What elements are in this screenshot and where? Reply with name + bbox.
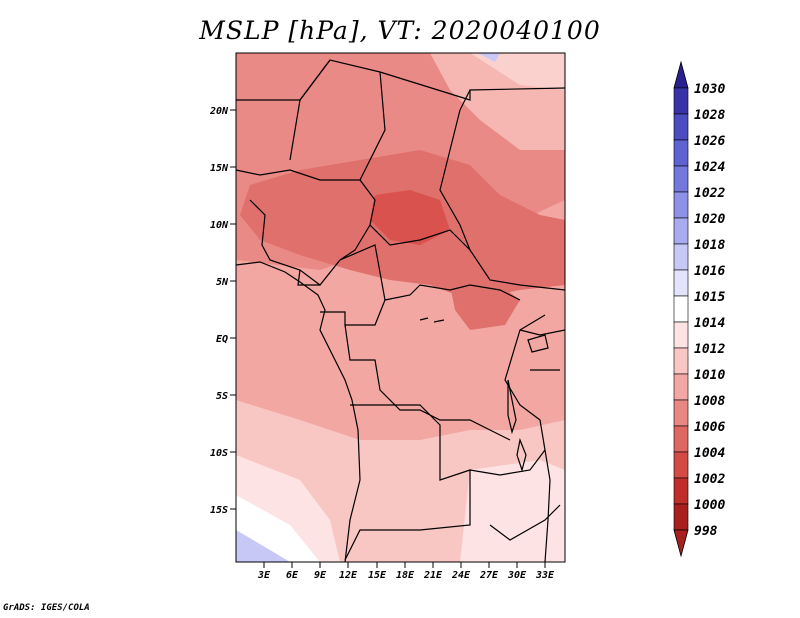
colorbar-top-arrow bbox=[673, 60, 689, 89]
lon-tick-label: 15E bbox=[368, 570, 387, 581]
lake-outlines bbox=[419, 317, 549, 473]
lat-tick-label: EQ bbox=[216, 334, 228, 345]
country-borders bbox=[236, 59, 565, 562]
colorbar-label: 1002 bbox=[694, 472, 725, 487]
colorbar-swatch bbox=[673, 87, 689, 115]
colorbar-label: 998 bbox=[694, 524, 718, 539]
lon-tick-label: 30E bbox=[507, 570, 527, 581]
lon-tick-label: 6E bbox=[286, 570, 299, 581]
colorbar-swatch bbox=[673, 113, 689, 141]
colorbar-label: 1016 bbox=[694, 264, 725, 279]
colorbar-label: 1004 bbox=[694, 446, 725, 461]
pressure-high-southwest bbox=[236, 530, 290, 562]
colorbar-label: 1014 bbox=[694, 316, 725, 331]
colorbar-swatch bbox=[673, 295, 689, 323]
colorbar-label: 1012 bbox=[694, 342, 725, 357]
lon-tick-label: 12E bbox=[339, 570, 358, 581]
pressure-low-east bbox=[450, 285, 520, 330]
lat-tick-label: 15N bbox=[210, 163, 229, 174]
colorbar-swatch bbox=[673, 451, 689, 479]
pressure-high-north bbox=[478, 53, 500, 62]
colorbar-label: 1000 bbox=[694, 498, 725, 513]
lon-tick-label: 3E bbox=[257, 570, 271, 581]
colorbar-label: 1008 bbox=[694, 394, 725, 409]
pressure-field bbox=[236, 53, 565, 562]
colorbar-label: 1006 bbox=[694, 420, 725, 435]
latitude-axis: 20N 15N 10N 5N EQ 5S 10S 15S bbox=[209, 106, 236, 516]
footer-credit: GrADS: IGES/COLA bbox=[3, 603, 90, 613]
map-title: MSLP [hPa], VT: 2020040100 bbox=[199, 16, 601, 45]
colorbar-swatch bbox=[673, 269, 689, 297]
colorbar-swatch bbox=[673, 477, 689, 505]
lon-tick-label: 18E bbox=[396, 570, 415, 581]
colorbar-swatch bbox=[673, 243, 689, 271]
colorbar-label: 1020 bbox=[694, 212, 725, 227]
colorbar: 1030 1028 1026 1024 1022 1020 1018 1016 1015 1014… bbox=[673, 60, 725, 558]
colorbar-label: 1026 bbox=[694, 134, 725, 149]
colorbar-label: 1010 bbox=[694, 368, 725, 383]
colorbar-swatch bbox=[673, 399, 689, 427]
colorbar-bottom-arrow bbox=[673, 529, 689, 558]
colorbar-swatch bbox=[673, 139, 689, 167]
colorbar-label: 1022 bbox=[694, 186, 725, 201]
colorbar-swatch bbox=[673, 347, 689, 375]
pressure-band-southeast bbox=[460, 460, 565, 562]
lat-tick-label: 5N bbox=[216, 277, 229, 288]
pressure-low-core bbox=[370, 190, 450, 245]
colorbar-label: 1024 bbox=[694, 160, 725, 175]
colorbar-swatch bbox=[673, 425, 689, 453]
lon-tick-label: 9E bbox=[314, 570, 327, 581]
lat-tick-label: 15S bbox=[210, 505, 228, 516]
plot-frame bbox=[235, 52, 566, 563]
colorbar-swatch bbox=[673, 373, 689, 401]
colorbar-swatch bbox=[673, 217, 689, 245]
colorbar-swatch bbox=[673, 503, 689, 531]
colorbar-swatch bbox=[673, 191, 689, 219]
lon-tick-label: 21E bbox=[423, 570, 443, 581]
longitude-axis: 3E 6E 9E 12E 15E 18E 21E 24E 27E 30E 33E bbox=[257, 562, 555, 581]
lat-tick-label: 5S bbox=[216, 391, 228, 402]
lat-tick-label: 10N bbox=[210, 220, 229, 231]
colorbar-label: 1028 bbox=[694, 108, 725, 123]
lon-tick-label: 33E bbox=[535, 570, 555, 581]
colorbar-swatch bbox=[673, 165, 689, 193]
lon-tick-label: 27E bbox=[479, 570, 499, 581]
lat-tick-label: 20N bbox=[209, 106, 229, 117]
lat-tick-label: 10S bbox=[210, 448, 228, 459]
pressure-band-northeast-light bbox=[470, 53, 565, 90]
colorbar-label: 1018 bbox=[694, 238, 725, 253]
colorbar-label: 1030 bbox=[694, 82, 725, 97]
coastline-west bbox=[236, 261, 361, 562]
lon-tick-label: 24E bbox=[451, 570, 471, 581]
colorbar-label: 1015 bbox=[694, 290, 725, 305]
colorbar-swatch bbox=[673, 321, 689, 349]
